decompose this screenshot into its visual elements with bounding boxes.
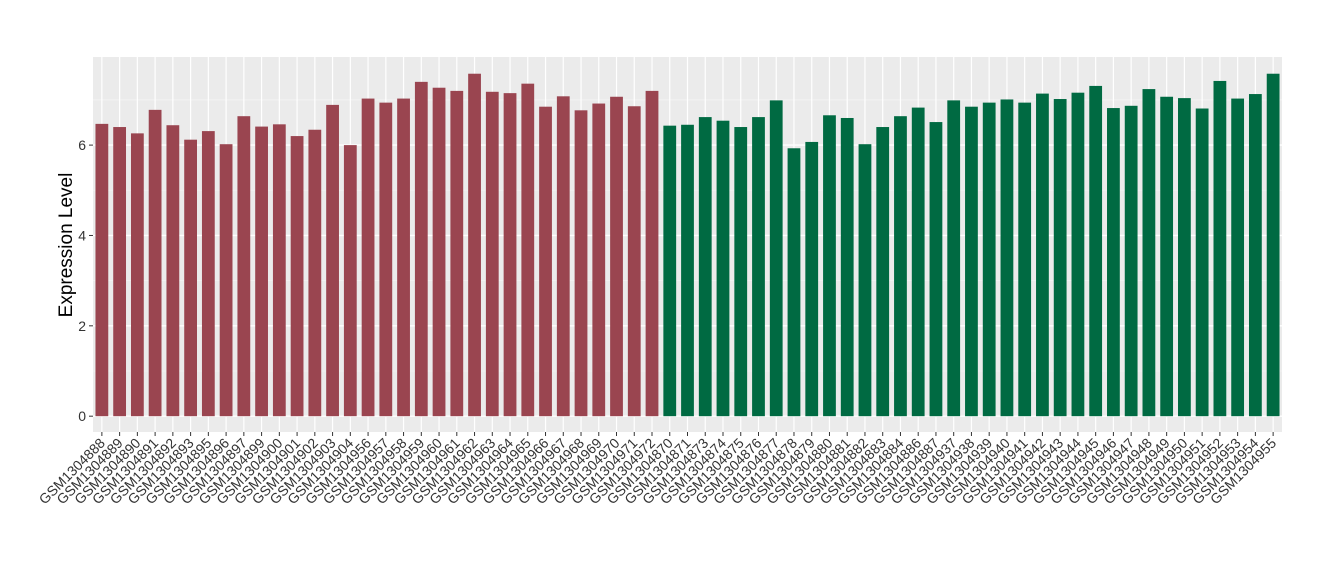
bar-GSM1304947 bbox=[1124, 105, 1138, 417]
bar-GSM1304950 bbox=[1178, 98, 1191, 417]
bar-GSM1304901 bbox=[290, 136, 304, 417]
bar-GSM1304956 bbox=[361, 98, 375, 417]
bar-GSM1304939 bbox=[982, 102, 996, 417]
bar-GSM1304897 bbox=[237, 116, 251, 417]
bar-GSM1304877 bbox=[769, 100, 783, 417]
bar-GSM1304959 bbox=[414, 81, 428, 417]
bar-GSM1304882 bbox=[858, 144, 872, 417]
y-tick-label: 0 bbox=[78, 408, 86, 424]
bar-GSM1304960 bbox=[432, 87, 446, 417]
bar-GSM1304938 bbox=[965, 106, 978, 417]
bar-GSM1304955 bbox=[1266, 73, 1280, 417]
bar-GSM1304946 bbox=[1107, 108, 1120, 417]
bar-GSM1304899 bbox=[255, 126, 268, 417]
bar-GSM1304937 bbox=[947, 100, 961, 417]
bar-GSM1304892 bbox=[166, 125, 180, 417]
bar-GSM1304971 bbox=[627, 106, 641, 417]
bar-GSM1304887 bbox=[929, 122, 943, 417]
bar-GSM1304967 bbox=[556, 96, 570, 417]
bar-GSM1304966 bbox=[539, 106, 552, 417]
bar-GSM1304871 bbox=[681, 124, 694, 417]
bar-GSM1304883 bbox=[876, 127, 890, 417]
bar-GSM1304943 bbox=[1053, 99, 1067, 417]
bar-GSM1304879 bbox=[805, 141, 819, 417]
bar-GSM1304900 bbox=[272, 124, 286, 417]
bar-GSM1304884 bbox=[894, 116, 907, 417]
bar-GSM1304874 bbox=[716, 120, 730, 417]
y-axis-title: Expression Level bbox=[56, 173, 77, 318]
x-axis: GSM1304888GSM1304889GSM1304890GSM1304891… bbox=[36, 432, 1279, 507]
y-tick-label: 2 bbox=[78, 318, 86, 334]
bar-GSM1304957 bbox=[379, 102, 393, 417]
bar-GSM1304963 bbox=[485, 91, 499, 417]
bar-GSM1304945 bbox=[1089, 85, 1103, 417]
bar-GSM1304961 bbox=[450, 90, 464, 417]
bar-GSM1304878 bbox=[787, 148, 801, 417]
bar-GSM1304964 bbox=[503, 93, 517, 417]
bar-GSM1304941 bbox=[1018, 102, 1032, 417]
bar-GSM1304952 bbox=[1213, 80, 1227, 417]
bar-GSM1304972 bbox=[645, 90, 659, 417]
bar-GSM1304875 bbox=[734, 127, 748, 417]
bar-GSM1304870 bbox=[663, 125, 677, 417]
bar-GSM1304944 bbox=[1071, 92, 1085, 417]
bar-GSM1304895 bbox=[201, 131, 215, 417]
bar-GSM1304896 bbox=[219, 144, 233, 417]
bar-GSM1304881 bbox=[840, 117, 854, 417]
bar-GSM1304948 bbox=[1142, 89, 1156, 417]
y-axis: 0 2 4 6 bbox=[78, 137, 93, 424]
y-tick-label: 4 bbox=[78, 227, 86, 243]
y-tick-label: 6 bbox=[78, 137, 86, 153]
bar-GSM1304893 bbox=[184, 139, 197, 417]
bar-GSM1304954 bbox=[1248, 94, 1262, 417]
bar-GSM1304903 bbox=[326, 104, 339, 417]
bar-GSM1304880 bbox=[823, 115, 836, 417]
bar-GSM1304890 bbox=[130, 133, 144, 417]
bar-GSM1304949 bbox=[1160, 96, 1174, 417]
bar-GSM1304888 bbox=[95, 123, 109, 417]
bar-GSM1304876 bbox=[752, 117, 765, 417]
bar-GSM1304942 bbox=[1036, 93, 1049, 417]
bar-GSM1304904 bbox=[343, 145, 357, 417]
bars bbox=[95, 73, 1280, 417]
bar-GSM1304958 bbox=[397, 98, 410, 417]
bar-GSM1304968 bbox=[574, 110, 588, 417]
bar-GSM1304902 bbox=[308, 129, 322, 417]
bar-GSM1304970 bbox=[610, 96, 623, 417]
bar-GSM1304891 bbox=[148, 109, 162, 417]
bar-GSM1304965 bbox=[521, 83, 535, 417]
bar-GSM1304951 bbox=[1195, 108, 1209, 417]
bar-GSM1304953 bbox=[1231, 98, 1245, 417]
bar-GSM1304886 bbox=[911, 107, 925, 417]
bar-GSM1304962 bbox=[468, 73, 481, 417]
bar-GSM1304873 bbox=[698, 117, 712, 417]
bar-GSM1304889 bbox=[113, 127, 127, 417]
bar-GSM1304969 bbox=[592, 103, 606, 417]
bar-GSM1304940 bbox=[1000, 99, 1014, 417]
